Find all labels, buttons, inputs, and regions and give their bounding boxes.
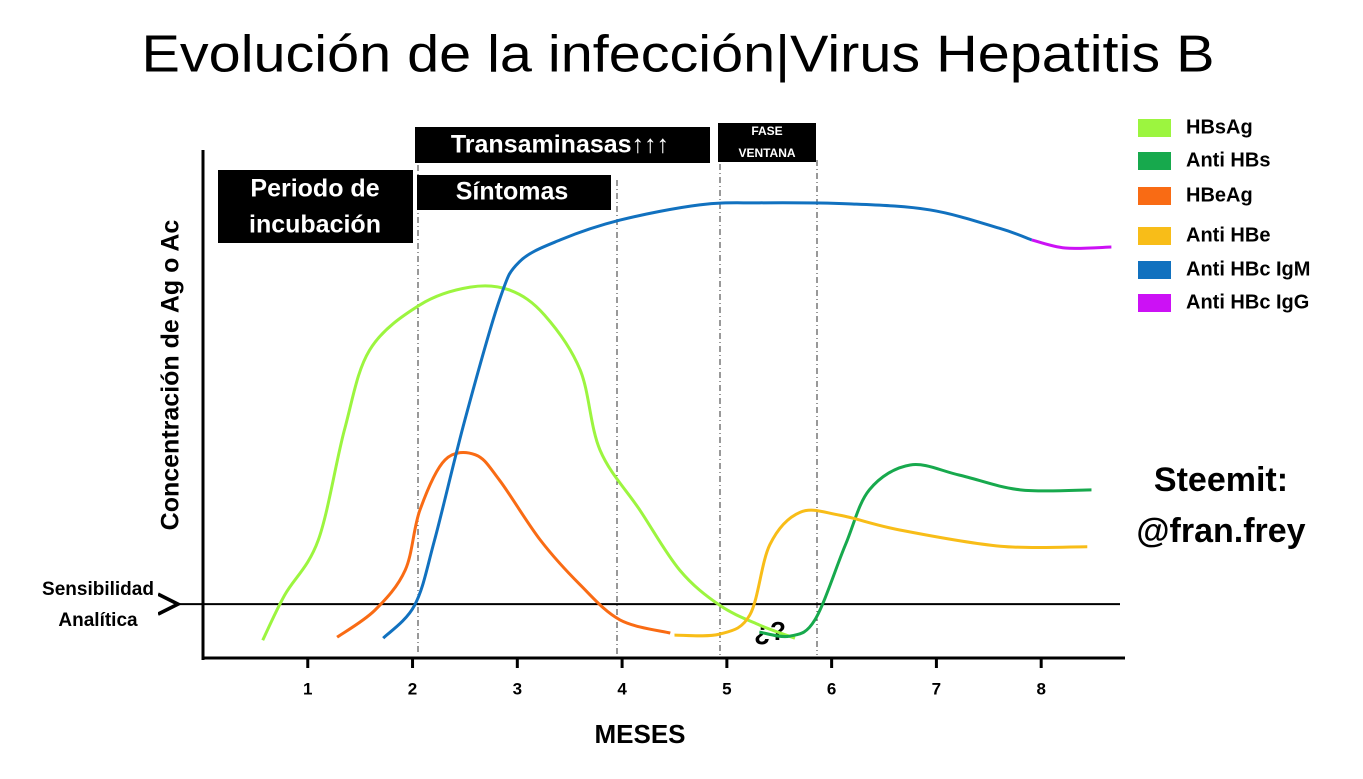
legend-swatch <box>1138 294 1171 312</box>
credit: Steemit: <box>1154 461 1288 499</box>
x-tick-label: 3 <box>513 679 522 698</box>
threshold-label: Sensibilidad <box>42 579 154 600</box>
series-line <box>261 284 796 641</box>
x-tick-label: 1 <box>303 679 312 698</box>
x-tick-label: 4 <box>617 679 627 698</box>
annotation-box <box>415 127 710 163</box>
series-line <box>759 463 1092 639</box>
annotation: FASE <box>751 124 782 138</box>
legend-label: HBeAg <box>1186 184 1253 206</box>
annotation: VENTANA <box>738 146 795 160</box>
annotation: Transaminasas↑↑↑ <box>451 131 669 159</box>
series-line <box>382 201 1033 640</box>
legend-label: HBsAg <box>1186 116 1253 138</box>
y-axis-label: Concentración de Ag o Ac <box>157 220 185 531</box>
chart-title: Evolución de la infección|Virus Hepatiti… <box>142 26 1215 84</box>
legend-label: Anti HBe <box>1186 224 1270 246</box>
series-line <box>1031 238 1112 250</box>
annotation-box <box>718 123 816 162</box>
legend-swatch <box>1138 261 1171 279</box>
series-line <box>336 450 671 639</box>
annotation: Periodo de <box>250 175 379 203</box>
annotation: ¿? <box>754 616 786 646</box>
x-tick-label: 5 <box>722 679 731 698</box>
threshold-label: Analítica <box>58 610 138 631</box>
legend-swatch <box>1138 227 1171 245</box>
annotation-box <box>417 175 611 210</box>
series-line <box>674 508 1088 638</box>
legend-swatch <box>1138 187 1171 205</box>
x-tick-label: 7 <box>932 679 941 698</box>
legend-swatch <box>1138 152 1171 170</box>
legend-label: Anti HBc IgM <box>1186 258 1310 280</box>
x-axis-label: MESES <box>594 719 685 749</box>
legend-swatch <box>1138 119 1171 137</box>
x-tick-label: 6 <box>827 679 836 698</box>
annotation-box <box>218 170 413 243</box>
annotation: incubación <box>249 211 381 239</box>
x-tick-label: 8 <box>1036 679 1045 698</box>
credit: @fran.frey <box>1136 512 1305 550</box>
legend-label: Anti HBc IgG <box>1186 291 1309 313</box>
x-tick-label: 2 <box>408 679 417 698</box>
legend-label: Anti HBs <box>1186 149 1270 171</box>
annotation: Síntomas <box>456 178 569 206</box>
